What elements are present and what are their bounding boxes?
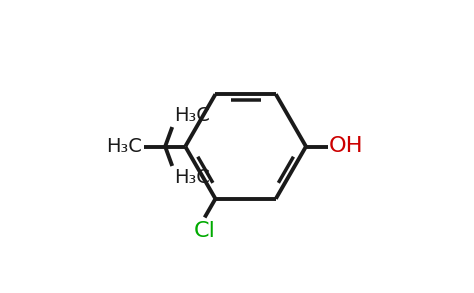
Text: H₃C: H₃C — [106, 137, 142, 156]
Text: H₃C: H₃C — [173, 168, 210, 187]
Text: OH: OH — [329, 137, 364, 156]
Text: Cl: Cl — [194, 221, 216, 241]
Text: H₃C: H₃C — [173, 106, 210, 125]
